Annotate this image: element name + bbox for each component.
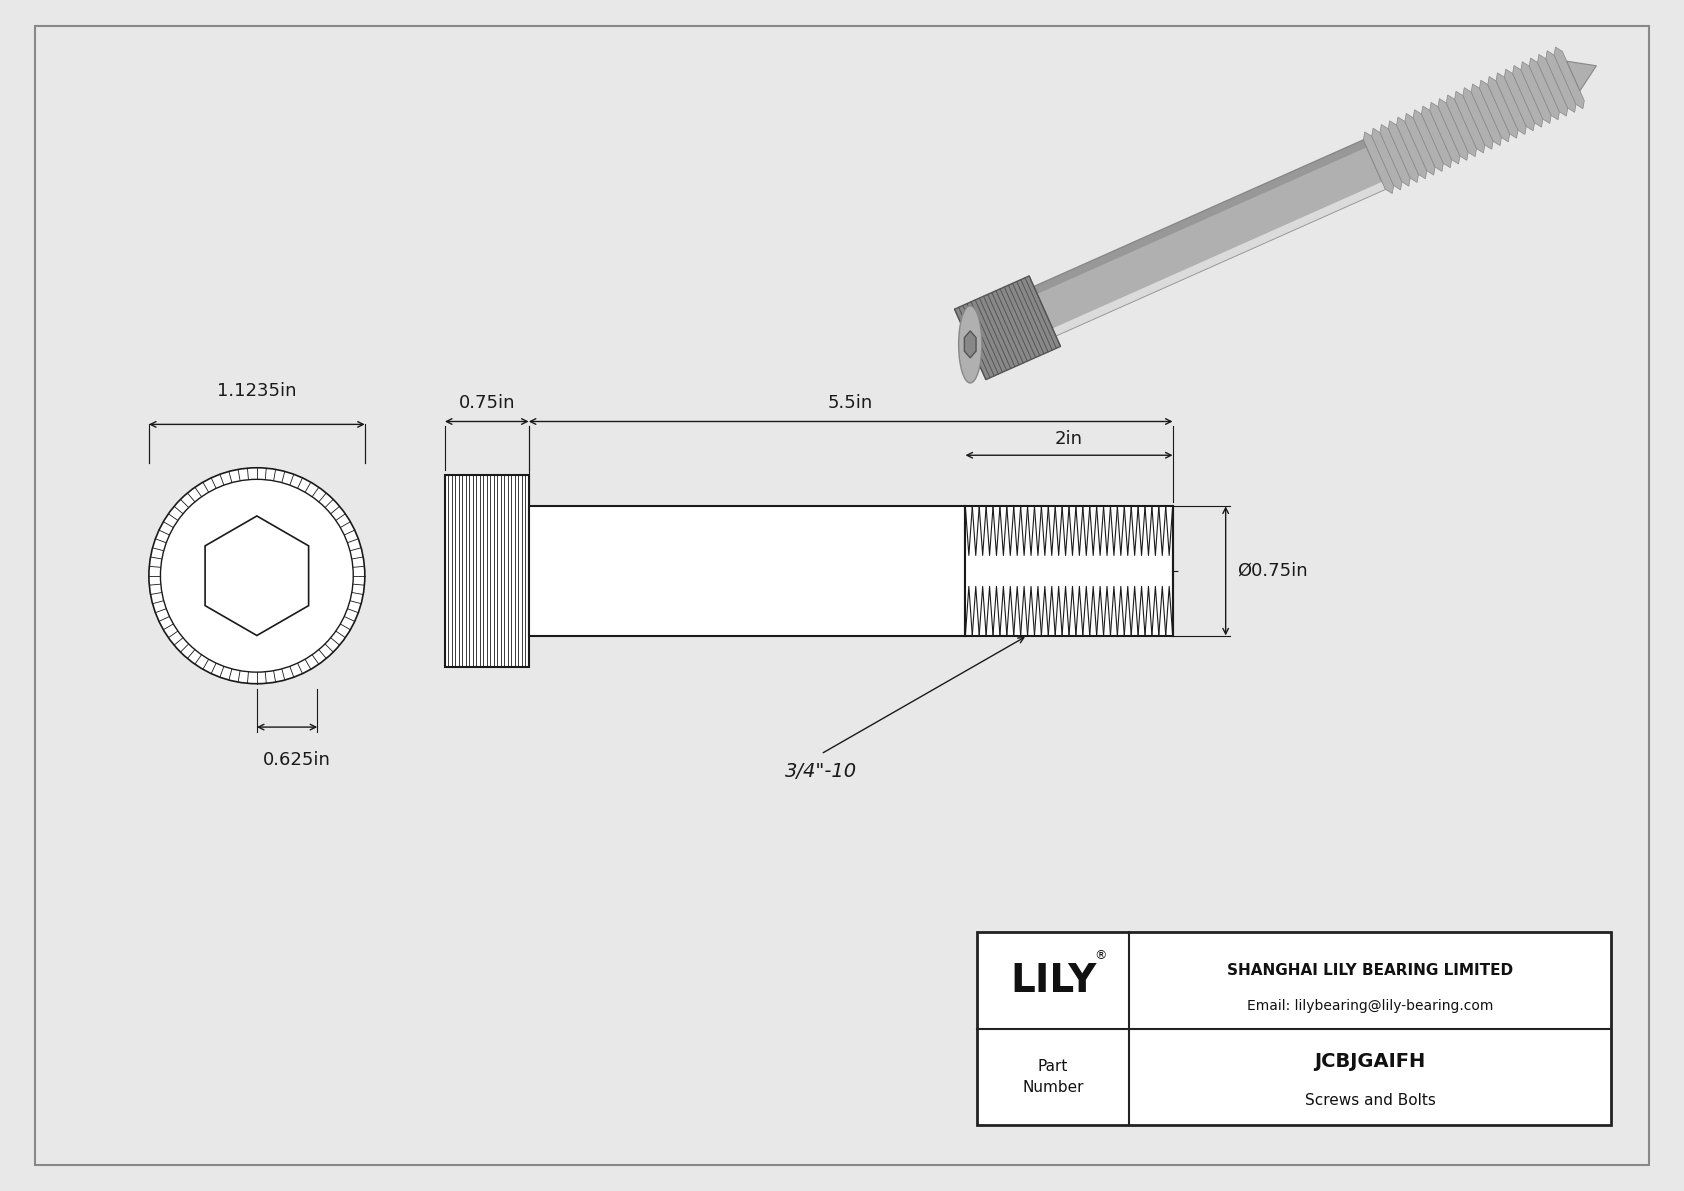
- Text: SHANGHAI LILY BEARING LIMITED: SHANGHAI LILY BEARING LIMITED: [1228, 964, 1514, 979]
- Text: LILY: LILY: [1010, 961, 1096, 999]
- Polygon shape: [1455, 92, 1485, 152]
- Text: 3/4"-10: 3/4"-10: [785, 762, 857, 781]
- Polygon shape: [1546, 51, 1576, 112]
- Polygon shape: [1447, 95, 1477, 157]
- Circle shape: [148, 468, 365, 684]
- Text: Ø0.75in: Ø0.75in: [1238, 562, 1308, 580]
- Polygon shape: [1537, 55, 1568, 116]
- Polygon shape: [955, 276, 1061, 380]
- Polygon shape: [1364, 132, 1394, 193]
- Circle shape: [160, 479, 354, 672]
- Polygon shape: [1495, 73, 1526, 135]
- Polygon shape: [1052, 182, 1386, 336]
- Polygon shape: [1487, 76, 1517, 138]
- Polygon shape: [965, 331, 977, 357]
- Polygon shape: [1480, 80, 1509, 142]
- Polygon shape: [1504, 69, 1534, 131]
- Polygon shape: [1566, 61, 1596, 91]
- Text: 2in: 2in: [1054, 430, 1083, 448]
- Polygon shape: [1372, 129, 1401, 189]
- Polygon shape: [1554, 46, 1585, 108]
- Polygon shape: [1364, 51, 1585, 189]
- Text: ®: ®: [1095, 949, 1106, 962]
- Bar: [965, 506, 1172, 636]
- Polygon shape: [1404, 113, 1435, 175]
- Text: 5.5in: 5.5in: [829, 394, 874, 412]
- Polygon shape: [1396, 117, 1426, 179]
- Polygon shape: [1512, 66, 1543, 127]
- Text: 0.625in: 0.625in: [263, 752, 330, 769]
- Text: 1.1235in: 1.1235in: [217, 382, 296, 400]
- Polygon shape: [1379, 125, 1410, 186]
- Text: Email: lilybearing@lily-bearing.com: Email: lilybearing@lily-bearing.com: [1248, 999, 1494, 1012]
- Polygon shape: [1463, 88, 1494, 149]
- Polygon shape: [1438, 99, 1468, 161]
- Polygon shape: [205, 516, 308, 636]
- Polygon shape: [1529, 58, 1559, 120]
- Polygon shape: [1421, 106, 1452, 168]
- Bar: [977, 933, 1612, 1125]
- Text: Part
Number: Part Number: [1022, 1059, 1084, 1095]
- Polygon shape: [1472, 83, 1502, 145]
- Bar: [529, 506, 965, 636]
- Polygon shape: [1034, 139, 1367, 294]
- Text: Screws and Bolts: Screws and Bolts: [1305, 1092, 1436, 1108]
- Polygon shape: [1388, 120, 1418, 182]
- Text: 0.75in: 0.75in: [458, 394, 515, 412]
- Polygon shape: [1430, 102, 1460, 164]
- Polygon shape: [1521, 62, 1551, 124]
- Text: JCBJGAIFH: JCBJGAIFH: [1315, 1052, 1426, 1071]
- Bar: [445, 474, 529, 667]
- Polygon shape: [1034, 139, 1386, 336]
- Ellipse shape: [958, 306, 982, 384]
- Polygon shape: [1413, 110, 1443, 172]
